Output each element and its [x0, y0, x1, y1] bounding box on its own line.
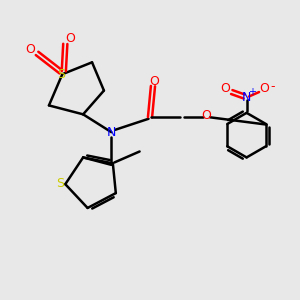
Text: N: N: [242, 92, 251, 104]
Text: S: S: [57, 68, 65, 81]
Text: O: O: [220, 82, 230, 95]
Text: O: O: [260, 82, 269, 95]
Text: O: O: [65, 32, 75, 45]
Text: O: O: [149, 75, 159, 88]
Text: O: O: [26, 43, 35, 56]
Text: O: O: [202, 109, 212, 122]
Text: N: N: [107, 126, 116, 139]
Text: S: S: [56, 177, 64, 190]
Text: +: +: [248, 87, 256, 97]
Text: -: -: [271, 80, 275, 93]
